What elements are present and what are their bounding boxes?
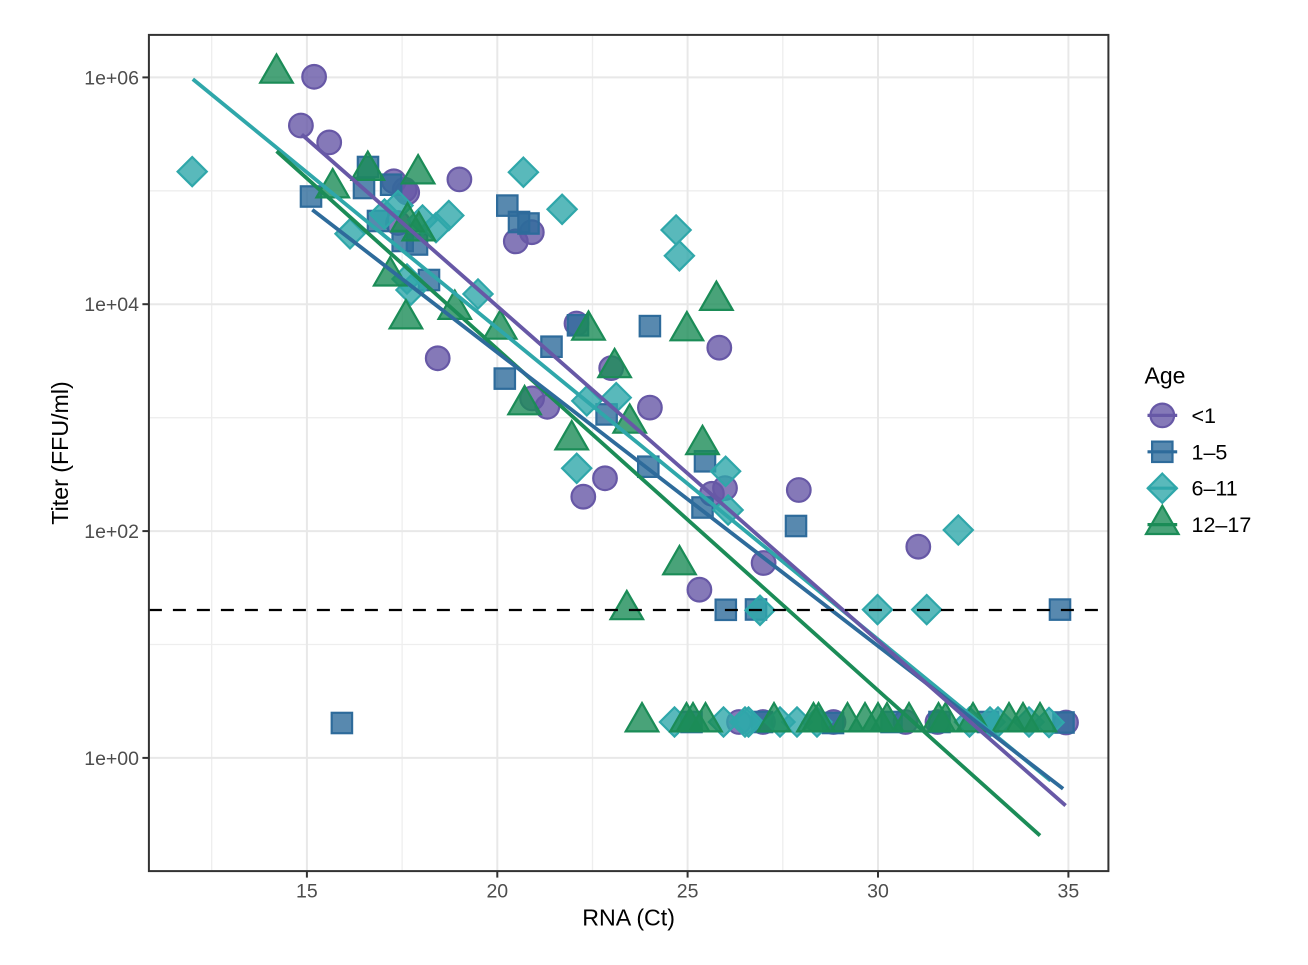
svg-text:6–11: 6–11 (1192, 477, 1238, 501)
svg-text:<1: <1 (1192, 404, 1217, 428)
svg-text:Titer (FFU/ml): Titer (FFU/ml) (47, 381, 73, 524)
svg-text:1e+06: 1e+06 (84, 67, 139, 89)
svg-text:25: 25 (677, 881, 699, 903)
svg-text:35: 35 (1058, 881, 1080, 903)
svg-text:30: 30 (867, 881, 889, 903)
svg-text:1e+04: 1e+04 (84, 294, 139, 316)
svg-text:Age: Age (1145, 363, 1186, 389)
svg-text:1e+00: 1e+00 (84, 748, 139, 770)
svg-text:RNA (Ct): RNA (Ct) (582, 905, 675, 931)
svg-text:20: 20 (486, 881, 508, 903)
svg-text:12–17: 12–17 (1192, 513, 1252, 537)
svg-text:1e+02: 1e+02 (84, 521, 139, 543)
svg-text:1–5: 1–5 (1192, 440, 1228, 464)
svg-text:15: 15 (296, 881, 318, 903)
